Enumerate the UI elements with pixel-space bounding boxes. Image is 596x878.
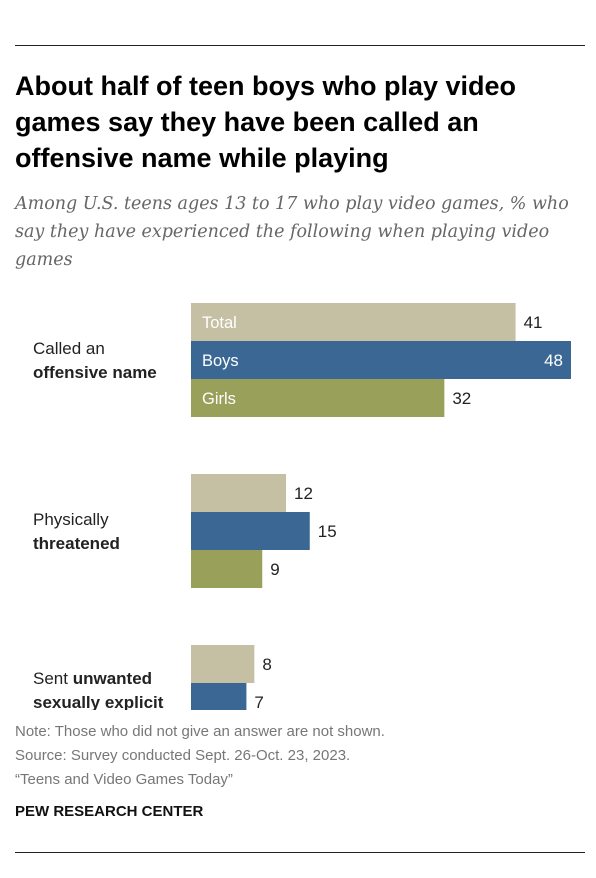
bar-boys (191, 341, 571, 379)
value-label: 41 (524, 313, 543, 332)
source-text: Source: Survey conducted Sept. 26-Oct. 2… (15, 747, 351, 764)
series-label-boys: Boys (202, 352, 239, 370)
bar-boys (191, 683, 247, 710)
value-label: 9 (270, 560, 279, 579)
value-label: 7 (254, 693, 263, 710)
notes-block: Note: Those who did not give an answer a… (15, 720, 575, 792)
category-label-part: Sent (33, 669, 73, 688)
category-label-part: Called an (33, 339, 105, 358)
value-label: 32 (452, 389, 471, 408)
category-label-part: unwanted (73, 669, 152, 688)
category-label: Called an offensive name (33, 339, 157, 382)
note-text: Note: Those who did not give an answer a… (15, 723, 385, 740)
pew-logo-text: PEW RESEARCH CENTER (15, 803, 204, 820)
category-label-part: offensive name (33, 363, 157, 382)
value-label: 15 (318, 522, 337, 541)
chart-title: About half of teen boys who play video g… (15, 71, 517, 173)
value-label: 12 (294, 484, 313, 503)
bottom-rule (15, 852, 585, 853)
series-label-total: Total (202, 314, 237, 332)
value-label: 8 (262, 655, 271, 674)
bar-total (191, 645, 255, 683)
bar-girls (191, 379, 445, 417)
top-rule (15, 45, 585, 46)
bar-total (191, 474, 286, 512)
series-label-girls: Girls (202, 390, 236, 408)
category-label-part: threatened (33, 534, 120, 553)
bar-total (191, 303, 516, 341)
report-title: “Teens and Video Games Today” (15, 771, 233, 788)
bar-girls (191, 550, 263, 588)
bar-boys (191, 512, 310, 550)
category-label-part: Physically (33, 510, 109, 529)
category-label: Physically threatened (33, 510, 120, 553)
category-label-part: sexually explicit (33, 693, 164, 710)
chart-subtitle: Among U.S. teens ages 13 to 17 who play … (15, 194, 569, 270)
bar-chart: Called an offensive name Total 41 Boys 48 Girl… (33, 303, 571, 710)
value-label: 48 (544, 351, 563, 370)
